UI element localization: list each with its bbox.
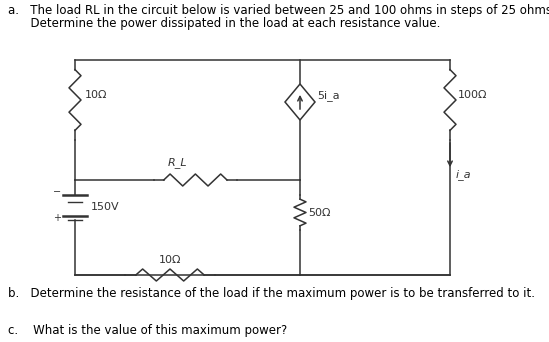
- Text: 150V: 150V: [91, 202, 120, 212]
- Text: 50Ω: 50Ω: [308, 208, 330, 218]
- Text: Determine the power dissipated in the load at each resistance value.: Determine the power dissipated in the lo…: [8, 17, 440, 30]
- Text: R_L: R_L: [167, 157, 187, 168]
- Text: c.    What is the value of this maximum power?: c. What is the value of this maximum pow…: [8, 324, 287, 337]
- Text: +: +: [53, 213, 61, 223]
- Text: 10Ω: 10Ω: [85, 90, 108, 100]
- Text: b.   Determine the resistance of the load if the maximum power is to be transfer: b. Determine the resistance of the load …: [8, 287, 535, 300]
- Text: 5i_a: 5i_a: [317, 91, 340, 102]
- Text: −: −: [53, 187, 61, 197]
- Text: i_a: i_a: [456, 170, 472, 181]
- Text: 10Ω: 10Ω: [159, 255, 181, 265]
- Text: a.   The load RL in the circuit below is varied between 25 and 100 ohms in steps: a. The load RL in the circuit below is v…: [8, 4, 549, 17]
- Text: 100Ω: 100Ω: [458, 90, 488, 100]
